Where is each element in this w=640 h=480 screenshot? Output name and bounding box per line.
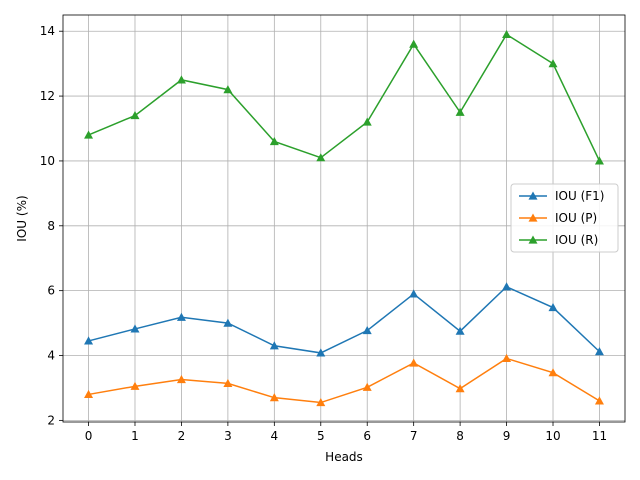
- data-point-marker: [269, 341, 279, 350]
- data-point-marker: [362, 382, 372, 391]
- data-point-marker: [455, 384, 465, 393]
- data-point-marker: [502, 353, 512, 363]
- plot-frame: [62, 14, 626, 423]
- x-tick-label: 9: [503, 429, 511, 443]
- data-point-marker: [409, 358, 419, 367]
- series-layer: [84, 29, 604, 407]
- data-point-marker: [176, 75, 186, 84]
- x-tick-label: 3: [224, 429, 232, 443]
- legend-item: IOU (R): [519, 233, 598, 247]
- y-tick-label: 12: [40, 89, 55, 103]
- legend-label: IOU (P): [555, 211, 597, 225]
- series-1: [84, 353, 604, 407]
- data-point-marker: [84, 130, 94, 139]
- data-point-marker: [362, 117, 372, 126]
- x-tick-label: 1: [131, 429, 139, 443]
- data-point-marker: [409, 39, 419, 48]
- data-point-marker: [223, 318, 233, 327]
- x-tick-label: 6: [363, 429, 371, 443]
- y-tick-label: 2: [47, 413, 55, 427]
- y-tick-label: 10: [40, 154, 55, 168]
- x-tick-label: 5: [317, 429, 325, 443]
- data-point-marker: [316, 348, 326, 357]
- data-point-marker: [176, 312, 186, 321]
- series-line: [88, 357, 600, 404]
- series-0: [84, 282, 604, 357]
- data-point-marker: [594, 156, 604, 165]
- data-point-marker: [130, 111, 140, 120]
- data-point-marker: [594, 347, 604, 356]
- data-point-marker: [223, 85, 233, 94]
- data-point-marker: [594, 396, 604, 405]
- data-point-marker: [316, 153, 326, 162]
- data-point-marker: [316, 398, 326, 407]
- data-point-marker: [548, 303, 558, 312]
- data-point-marker: [84, 336, 94, 345]
- grid: [63, 15, 625, 422]
- y-axis: 2 4 6 8 10 12 14: [40, 24, 63, 427]
- series-line: [88, 33, 601, 162]
- legend-label: IOU (F1): [555, 189, 604, 203]
- legend: IOU (F1) IOU (P) IOU (R): [510, 183, 619, 253]
- y-tick-label: 4: [47, 349, 55, 363]
- data-point-marker: [176, 375, 186, 384]
- data-point-marker: [130, 381, 140, 390]
- x-tick-label: 8: [456, 429, 464, 443]
- legend-marker: [528, 213, 538, 222]
- x-tick-label: 4: [271, 429, 279, 443]
- data-point-marker: [223, 378, 233, 388]
- x-tick-label: 7: [410, 429, 418, 443]
- series-2: [84, 29, 604, 165]
- x-tick-label: 2: [178, 429, 186, 443]
- x-axis-label: Heads: [325, 450, 363, 464]
- legend-marker: [528, 191, 538, 200]
- x-axis: 0 1 2 3 4 5 6 7 8 9 10 11: [85, 422, 607, 443]
- data-point-marker: [502, 282, 512, 291]
- y-axis-label: IOU (%): [15, 195, 29, 241]
- legend-marker: [528, 235, 538, 244]
- x-tick-label: 11: [592, 429, 607, 443]
- legend-box: [510, 183, 619, 253]
- data-point-marker: [455, 326, 465, 335]
- legend-label: IOU (R): [555, 233, 598, 247]
- data-point-marker: [502, 29, 512, 39]
- data-point-marker: [84, 389, 94, 399]
- x-tick-label: 10: [545, 429, 560, 443]
- legend-item: IOU (P): [519, 211, 597, 225]
- y-tick-label: 8: [47, 219, 55, 233]
- data-point-marker: [130, 324, 140, 333]
- legend-item: IOU (F1): [519, 189, 604, 203]
- data-point-marker: [455, 107, 465, 116]
- series-line: [88, 285, 600, 354]
- data-point-marker: [362, 326, 372, 335]
- data-point-marker: [269, 393, 279, 402]
- y-tick-label: 6: [47, 284, 55, 298]
- data-point-marker: [269, 136, 279, 146]
- data-point-marker: [409, 289, 419, 298]
- x-tick-label: 0: [85, 429, 93, 443]
- data-point-marker: [548, 368, 558, 377]
- y-tick-label: 14: [40, 24, 55, 38]
- data-point-marker: [548, 59, 558, 68]
